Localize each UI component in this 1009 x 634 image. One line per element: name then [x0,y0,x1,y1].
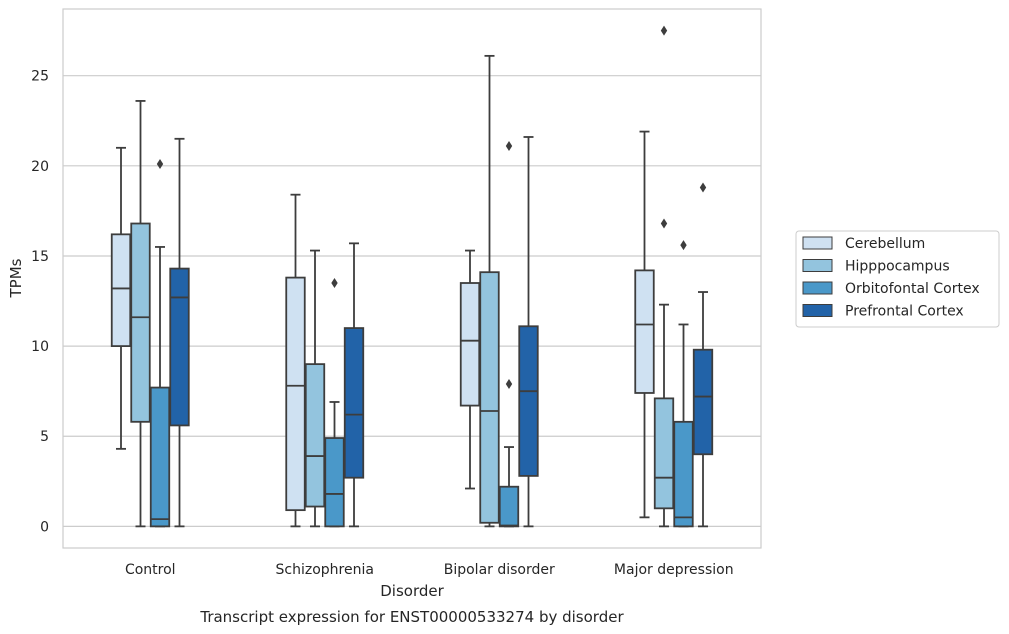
x-tick-label: Schizophrenia [276,562,374,578]
x-tick-labels: Control Schizophrenia Bipolar disorder Majo… [125,562,734,578]
x-tick-label: Control [125,562,176,578]
box-iqr [285,276,306,512]
x-axis-label: Disorder [380,582,444,600]
box-2-4 [653,25,675,528]
legend-swatch [802,259,833,272]
box-4-3 [518,136,539,528]
box-iqr [479,271,500,524]
y-tick-label: 20 [31,159,49,175]
box-3-1 [149,159,171,528]
figure-caption: Transcript expression for ENST0000053327… [199,608,624,626]
box-3-3 [498,141,520,528]
outlier-point [331,278,338,289]
box-iqr [324,437,345,528]
legend-label: Prefrontal Cortex [845,304,964,320]
box-iqr [518,325,539,477]
x-tick-label: Bipolar disorder [444,562,555,578]
box-iqr [498,485,520,528]
outlier-point [660,25,668,36]
legend-swatch [802,281,833,295]
legend-swatch [802,236,833,250]
box-iqr [304,363,326,508]
y-tick-label: 10 [31,339,49,355]
y-tick-label: 15 [31,249,49,265]
box-3-4 [673,240,694,528]
plot-frame [62,8,762,549]
y-tick-label: 5 [40,429,49,445]
outlier-point [505,141,513,152]
box-iqr [110,233,132,348]
box-4-1 [169,137,190,528]
y-tick-labels: 0 5 10 15 20 25 [31,69,49,536]
box-1-2 [285,193,306,528]
outlier-point [156,159,164,170]
legend: Cerebellum Hipppocampus Orbitofontal Corte… [795,230,1000,328]
box-4-4 [692,182,714,528]
box-iqr [634,269,655,394]
box-2-2 [304,249,326,528]
box-3-2 [324,278,345,528]
box-2-1 [130,100,151,528]
legend-frame [795,230,1000,328]
box-1-4 [634,130,655,519]
outlier-point [680,240,687,251]
box-iqr [653,397,675,510]
box-2-3 [479,54,500,528]
outlier-point [505,378,513,389]
box-1-3 [459,249,481,490]
box-iqr [343,327,365,479]
legend-swatch [802,304,833,317]
outlier-point [660,218,668,229]
box-iqr [169,267,190,427]
legend-label: Hipppocampus [845,259,950,275]
y-axis-label: TPMs [7,258,25,298]
box-iqr [459,282,481,407]
box-iqr [673,420,694,528]
box-4-2 [343,242,365,528]
box-iqr [692,348,714,456]
legend-label: Cerebellum [845,236,925,252]
box-layer [110,25,714,528]
outlier-point [699,182,707,193]
box-iqr [130,222,151,423]
y-tick-label: 25 [31,69,49,85]
box-iqr [149,386,171,528]
y-tick-label: 0 [40,519,49,535]
legend-label: Orbitofontal Cortex [845,281,980,297]
x-tick-label: Major depression [614,562,734,578]
box-1-1 [110,146,132,450]
